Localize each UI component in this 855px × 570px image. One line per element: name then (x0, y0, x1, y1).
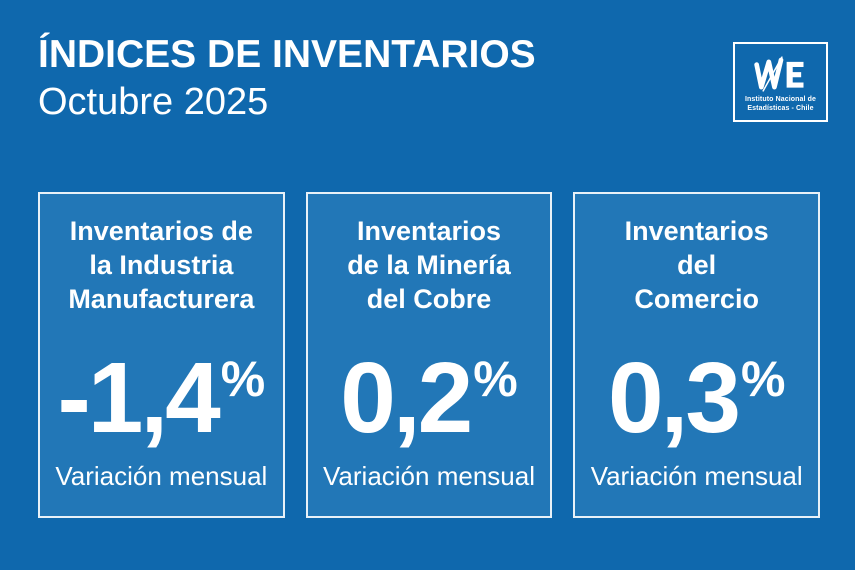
card-title: Inventarios de la Minería del Cobre (347, 214, 511, 316)
card-title-line: de la Minería (347, 250, 511, 280)
stat-number: 0,3 (607, 342, 741, 455)
stat-card-manufacturing: Inventarios de la Industria Manufacturer… (38, 192, 285, 518)
stat-caption: Variación mensual (590, 461, 803, 492)
card-title: Inventarios de la Industria Manufacturer… (68, 214, 254, 316)
header-text: ÍNDICES DE INVENTARIOS Octubre 2025 (38, 33, 536, 124)
ine-logo-caption-line1: Instituto Nacional de (745, 96, 816, 103)
stat-caption: Variación mensual (323, 461, 535, 492)
page-subtitle: Octubre 2025 (38, 80, 269, 123)
stat-number: 0,2 (340, 342, 473, 455)
stat-value: -1,4% (57, 348, 266, 448)
card-title-line: Comercio (634, 284, 759, 314)
card-title: Inventarios del Comercio (625, 214, 769, 316)
card-title-line: del (677, 250, 717, 280)
ine-logo-icon (753, 56, 803, 92)
percent-sign: % (220, 351, 266, 408)
stat-number: -1,4 (57, 342, 220, 455)
stat-value: 0,3% (608, 348, 786, 448)
card-title-line: Inventarios (356, 216, 502, 246)
stat-caption: Variación mensual (55, 461, 268, 492)
stat-card-commerce: Inventarios del Comercio 0,3% Variación … (573, 192, 821, 518)
card-title-line: la Industria (89, 250, 234, 280)
stat-value: 0,2% (340, 348, 518, 448)
percent-sign: % (740, 351, 786, 408)
stat-cards-row: Inventarios de la Industria Manufacturer… (38, 192, 821, 518)
percent-sign: % (473, 351, 518, 408)
page-title: ÍNDICES DE INVENTARIOS (38, 33, 536, 76)
header: ÍNDICES DE INVENTARIOS Octubre 2025 Inst… (38, 33, 828, 124)
ine-logo-caption-line2: Estadísticas - Chile (747, 104, 814, 112)
card-title-line: Inventarios de (69, 216, 253, 246)
card-title-line: del Cobre (366, 284, 492, 314)
card-title-line: Inventarios (624, 216, 769, 246)
card-title-line: Manufacturera (68, 284, 255, 314)
stat-card-copper-mining: Inventarios de la Minería del Cobre 0,2%… (305, 192, 553, 518)
ine-logo-caption: Instituto Nacional de Estadísticas - Chi… (745, 96, 816, 113)
ine-logo: Instituto Nacional de Estadísticas - Chi… (733, 42, 828, 122)
